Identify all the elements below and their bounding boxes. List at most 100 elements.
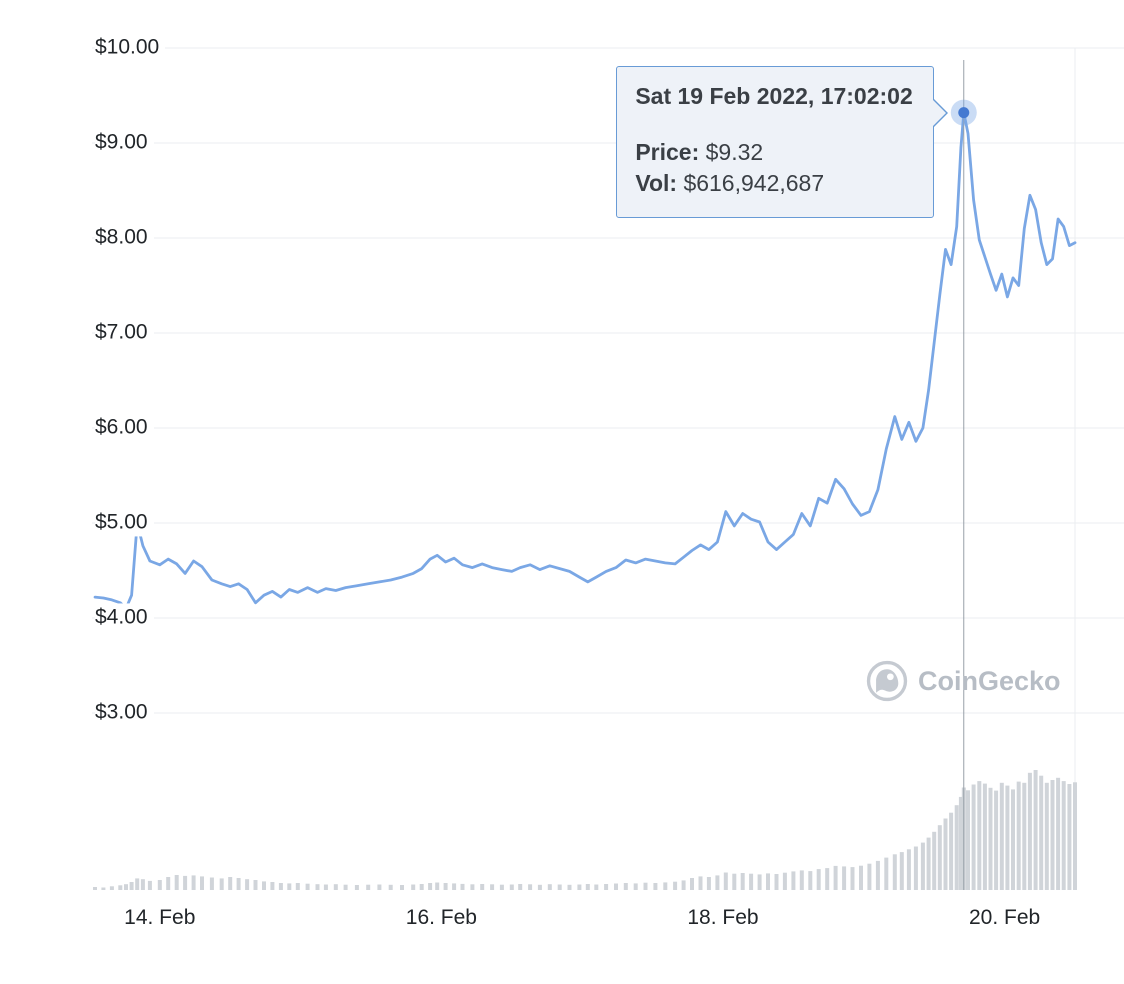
volume-bar — [1044, 782, 1049, 890]
volume-bar — [262, 881, 266, 890]
volume-bar — [633, 883, 638, 890]
volume-bar — [528, 884, 533, 890]
volume-bar — [816, 869, 821, 890]
volume-bar — [937, 825, 942, 890]
tooltip-timestamp: Sat 19 Feb 2022, 17:02:02 — [635, 83, 913, 109]
volume-bar — [287, 883, 292, 890]
volume-bar — [118, 885, 123, 890]
volume-bar — [943, 818, 948, 890]
volume-bar — [884, 857, 889, 890]
y-axis-label: $7.00 — [95, 318, 154, 347]
volume-bar — [1022, 782, 1027, 890]
volume-bar — [377, 884, 382, 890]
volume-bar — [428, 883, 433, 890]
volume-bar — [949, 812, 954, 890]
volume-bar — [1039, 775, 1044, 890]
volume-bar — [124, 884, 128, 890]
volume-bar — [400, 885, 404, 890]
volume-bar — [698, 876, 703, 890]
y-axis-label: $4.00 — [95, 603, 154, 632]
volume-bar — [850, 867, 855, 890]
volume-bar — [1073, 782, 1077, 890]
y-axis-label: $5.00 — [95, 508, 154, 537]
volume-bar — [129, 882, 134, 890]
volume-bar — [867, 863, 872, 890]
volume-bar — [799, 870, 804, 890]
volume-bar — [452, 883, 457, 890]
volume-bar — [480, 884, 485, 890]
volume-bar — [715, 875, 720, 890]
volume-bar — [749, 873, 754, 890]
volume-bar — [1050, 780, 1055, 890]
x-axis-label: 16. Feb — [405, 906, 477, 929]
volume-bar — [892, 854, 897, 890]
y-axis-label: $3.00 — [95, 698, 154, 727]
volume-bar — [157, 880, 162, 890]
volume-bar — [604, 884, 609, 890]
highlight-marker — [958, 107, 970, 119]
volume-bar — [567, 884, 572, 890]
volume-bar — [411, 884, 416, 890]
volume-bar — [366, 884, 371, 890]
volume-bar — [323, 884, 328, 890]
volume-bar — [643, 882, 648, 890]
volume-bar — [435, 882, 440, 890]
volume-bar — [1016, 781, 1021, 890]
volume-bar — [920, 842, 925, 890]
volume-bar — [183, 875, 188, 890]
volume-bar — [191, 875, 196, 890]
volume-bar — [333, 884, 338, 890]
volume-bar — [228, 877, 233, 890]
x-axis-label: 14. Feb — [124, 906, 196, 929]
volume-bar — [732, 873, 737, 890]
tooltip-price-label: Price: — [635, 139, 700, 165]
volume-bar — [1005, 785, 1010, 890]
volume-bar — [623, 883, 628, 890]
tooltip-volume-value: $616,942,687 — [683, 170, 825, 196]
volume-bar — [774, 874, 779, 890]
volume-bar — [932, 831, 937, 890]
volume-bar — [706, 877, 711, 890]
volume-bar — [906, 849, 911, 890]
volume-bar — [245, 879, 250, 890]
x-axis-label: 18. Feb — [687, 906, 759, 929]
volume-bar — [93, 887, 97, 890]
volume-bar — [690, 878, 694, 890]
volume-bar — [557, 884, 562, 890]
volume-bar — [681, 880, 686, 890]
volume-bar — [547, 884, 552, 890]
volume-bar — [166, 877, 171, 890]
volume-bar — [825, 868, 830, 890]
volume-bar — [577, 884, 582, 890]
tooltip-price-value: $9.32 — [705, 139, 764, 165]
volume-bar — [174, 875, 179, 890]
volume-bar — [518, 884, 523, 890]
tooltip-volume-row: Vol: $616,942,687 — [635, 168, 912, 199]
volume-bar — [663, 882, 668, 890]
volume-bar — [988, 787, 993, 890]
volume-bar — [673, 881, 678, 890]
volume-bar — [460, 883, 465, 890]
volume-bar — [1067, 784, 1072, 890]
volume-bar — [443, 883, 448, 890]
volume-bar — [842, 866, 847, 890]
volume-bar — [808, 871, 813, 890]
volume-bar — [757, 874, 762, 890]
volume-bar — [135, 878, 140, 890]
volume-bar — [209, 877, 214, 890]
volume-bar — [999, 782, 1004, 890]
volume-bar — [219, 878, 224, 890]
volume-bar — [766, 873, 770, 890]
volume-bar — [236, 878, 241, 890]
volume-bar — [859, 865, 863, 890]
volume-bar — [354, 885, 359, 890]
volume-bar — [101, 887, 106, 890]
volume-bar — [509, 884, 514, 890]
volume-bar — [954, 805, 959, 890]
volume-bar — [585, 884, 590, 890]
tooltip-volume-label: Vol: — [635, 170, 678, 196]
volume-bar — [270, 882, 275, 890]
volume-bar — [419, 884, 424, 890]
